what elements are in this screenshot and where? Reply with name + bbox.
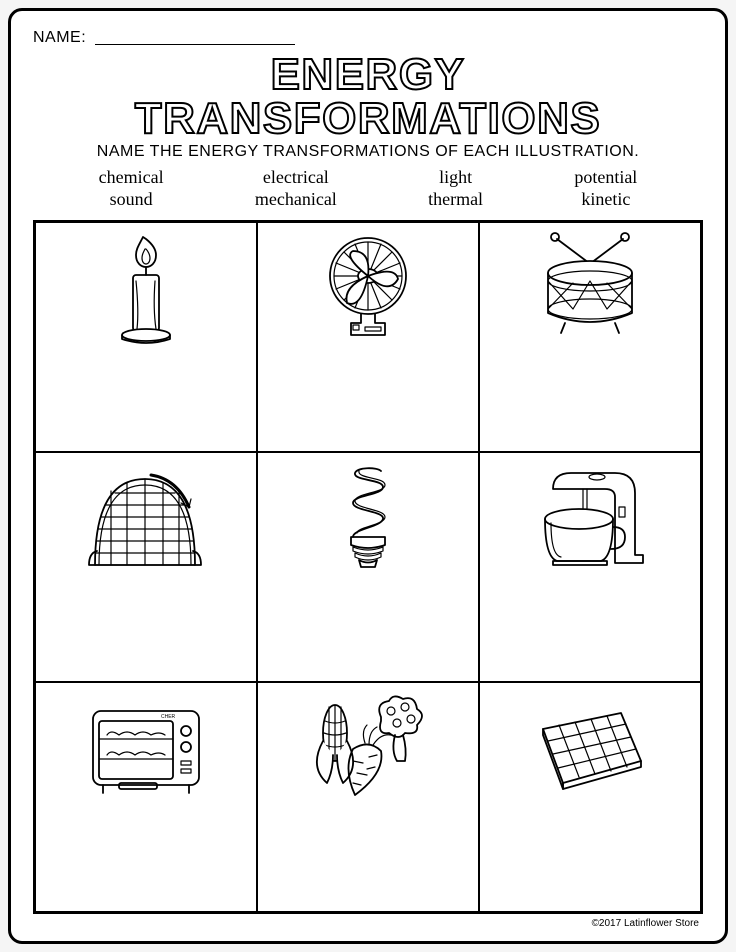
wordbank-word: sound xyxy=(99,189,164,211)
name-field-row: NAME: xyxy=(33,29,703,47)
wordbank-word: thermal xyxy=(428,189,483,211)
candle-icon xyxy=(81,231,211,346)
wordbank-col-0: chemical sound xyxy=(99,167,164,210)
cell-vegetables[interactable] xyxy=(257,682,479,912)
cell-roller-coaster[interactable] xyxy=(35,452,257,682)
page-title: ENERGY TRANSFORMATIONS xyxy=(33,53,703,141)
cell-mixer[interactable] xyxy=(479,452,701,682)
copyright-text: ©2017 Latinflower Store xyxy=(33,914,703,929)
cell-drum[interactable] xyxy=(479,222,701,452)
roller-coaster-icon xyxy=(81,461,211,576)
wordbank-word: light xyxy=(428,167,483,189)
wordbank-word: chemical xyxy=(99,167,164,189)
wordbank-word: mechanical xyxy=(255,189,337,211)
mixer-icon xyxy=(525,461,655,576)
svg-text:CHER: CHER xyxy=(161,714,176,720)
toaster-oven-icon: CHER xyxy=(81,691,211,806)
fan-icon xyxy=(303,231,433,346)
drum-icon xyxy=(525,231,655,346)
wordbank-col-3: potential kinetic xyxy=(574,167,637,210)
wordbank-col-2: light thermal xyxy=(428,167,483,210)
wordbank-word: kinetic xyxy=(574,189,637,211)
wordbank-col-1: electrical mechanical xyxy=(255,167,337,210)
vegetables-icon xyxy=(303,691,433,806)
name-label: NAME: xyxy=(33,29,86,46)
cell-solar-panel[interactable] xyxy=(479,682,701,912)
page-subtitle: NAME THE ENERGY TRANSFORMATIONS OF EACH … xyxy=(33,143,703,161)
name-blank-line[interactable] xyxy=(95,44,295,45)
lightbulb-icon xyxy=(303,461,433,576)
worksheet-grid: CHER xyxy=(33,220,703,914)
wordbank-word: potential xyxy=(574,167,637,189)
cell-candle[interactable] xyxy=(35,222,257,452)
cell-toaster-oven[interactable]: CHER xyxy=(35,682,257,912)
wordbank: chemical sound electrical mechanical lig… xyxy=(53,167,683,210)
wordbank-word: electrical xyxy=(255,167,337,189)
worksheet-page: NAME: ENERGY TRANSFORMATIONS NAME THE EN… xyxy=(8,8,728,944)
cell-lightbulb[interactable] xyxy=(257,452,479,682)
solar-panel-icon xyxy=(525,691,655,806)
cell-fan[interactable] xyxy=(257,222,479,452)
